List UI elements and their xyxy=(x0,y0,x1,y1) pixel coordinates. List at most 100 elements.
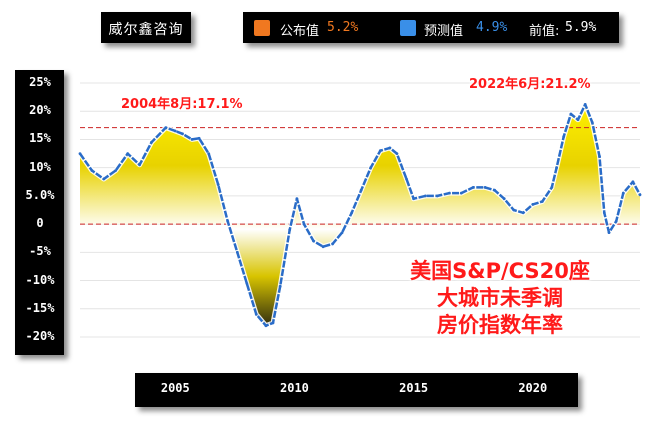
data-point xyxy=(226,219,230,223)
data-point xyxy=(181,132,184,136)
data-point xyxy=(540,200,544,203)
data-point xyxy=(521,211,525,215)
data-point xyxy=(138,163,142,167)
data-point xyxy=(531,203,535,206)
data-point xyxy=(569,112,573,116)
series-line xyxy=(77,101,643,329)
y-tick-label: 15% xyxy=(29,131,51,146)
data-point xyxy=(378,149,382,153)
y-tick-label: -20% xyxy=(25,329,55,343)
data-point xyxy=(631,180,635,184)
area-shape xyxy=(80,104,640,326)
data-point xyxy=(388,146,392,150)
data-point xyxy=(621,191,625,195)
data-point xyxy=(207,152,211,156)
chart-title-line-1: 美国S&P/CS20座 xyxy=(410,259,590,283)
data-point xyxy=(638,193,642,197)
data-point xyxy=(78,152,82,156)
data-point xyxy=(245,282,249,285)
x-tick-label: 2010 xyxy=(280,381,309,395)
data-point xyxy=(164,126,168,129)
data-point xyxy=(197,136,201,140)
data-point xyxy=(126,152,130,156)
data-point xyxy=(278,284,282,288)
published-value: 5.2% xyxy=(327,20,359,35)
data-point xyxy=(607,231,611,235)
x-axis: 2005 2010 2015 2020 xyxy=(135,373,578,407)
previous-value: 5.9% xyxy=(565,20,597,35)
data-point xyxy=(459,191,463,195)
data-point xyxy=(312,239,315,243)
data-point xyxy=(216,183,220,187)
forecast-swatch-icon xyxy=(400,20,416,36)
data-point xyxy=(359,188,363,192)
data-point xyxy=(340,231,344,235)
y-tick-label: -10% xyxy=(25,272,55,287)
data-point xyxy=(405,177,408,181)
published-label: 公布值 xyxy=(280,24,320,39)
data-point xyxy=(235,250,239,254)
data-point xyxy=(550,186,554,189)
data-point xyxy=(395,152,399,156)
chart-title: 美国S&P/CS20座 大城市未季调 房价指数年率 xyxy=(410,258,590,339)
y-axis: 25% 20% 15% 10% 5.0% 0 -5% -10% -15% -20% xyxy=(15,70,64,355)
area-fill xyxy=(80,104,640,326)
data-point xyxy=(555,166,558,170)
data-point xyxy=(576,118,580,122)
y-tick-label: -15% xyxy=(25,300,55,315)
data-point xyxy=(264,324,268,328)
data-point xyxy=(614,219,618,223)
data-point xyxy=(321,245,325,249)
y-tick-label: 5.0% xyxy=(25,187,55,202)
data-point xyxy=(512,208,516,212)
x-tick-label: 2020 xyxy=(518,381,548,395)
annotation-2022-peak: 2022年6月:21.2% xyxy=(469,77,591,92)
data-point xyxy=(190,138,194,141)
data-point xyxy=(483,186,487,189)
data-point xyxy=(295,197,299,201)
data-point xyxy=(114,169,118,172)
legend: 公布值 5.2% 预测值 4.9% 前值: 5.9% xyxy=(243,12,619,43)
data-point xyxy=(583,103,587,106)
chart-title-line-2: 大城市未季调 xyxy=(437,286,563,310)
y-tick-label: 0 xyxy=(36,216,44,231)
published-swatch-icon xyxy=(254,20,270,36)
data-point xyxy=(412,197,415,201)
data-point xyxy=(562,135,566,139)
source-label-box: 威尔鑫咨询 xyxy=(101,12,191,43)
forecast-value: 4.9% xyxy=(476,20,508,35)
chart-title-line-3: 房价指数年率 xyxy=(437,313,563,337)
data-point xyxy=(254,313,258,316)
y-tick-label: -5% xyxy=(29,244,51,259)
data-point xyxy=(302,222,306,226)
data-point xyxy=(90,169,94,172)
data-point xyxy=(150,140,153,144)
y-tick-label: 20% xyxy=(29,103,51,118)
data-point xyxy=(598,155,601,158)
data-point xyxy=(102,177,106,181)
y-tick-label: 10% xyxy=(29,159,51,174)
data-point xyxy=(369,166,373,170)
data-point xyxy=(424,194,427,198)
data-point xyxy=(350,211,354,215)
data-point xyxy=(436,194,439,198)
data-point xyxy=(173,129,177,133)
x-tick-label: 2015 xyxy=(399,381,429,395)
x-tick-label: 2005 xyxy=(160,381,190,395)
data-point xyxy=(448,191,451,195)
data-point xyxy=(331,242,334,246)
data-point xyxy=(471,186,475,189)
data-point xyxy=(288,228,292,232)
reference-lines xyxy=(80,127,640,225)
y-tick-label: 25% xyxy=(29,75,51,89)
data-point xyxy=(590,121,594,124)
data-point xyxy=(602,211,606,215)
data-point xyxy=(271,321,275,325)
source-label: 威尔鑫咨询 xyxy=(108,22,184,38)
previous-label: 前值: xyxy=(529,24,560,39)
annotation-2004-peak: 2004年8月:17.1% xyxy=(121,97,243,112)
data-point xyxy=(502,197,506,201)
data-point xyxy=(493,188,496,192)
forecast-label: 预测值 xyxy=(424,24,464,39)
